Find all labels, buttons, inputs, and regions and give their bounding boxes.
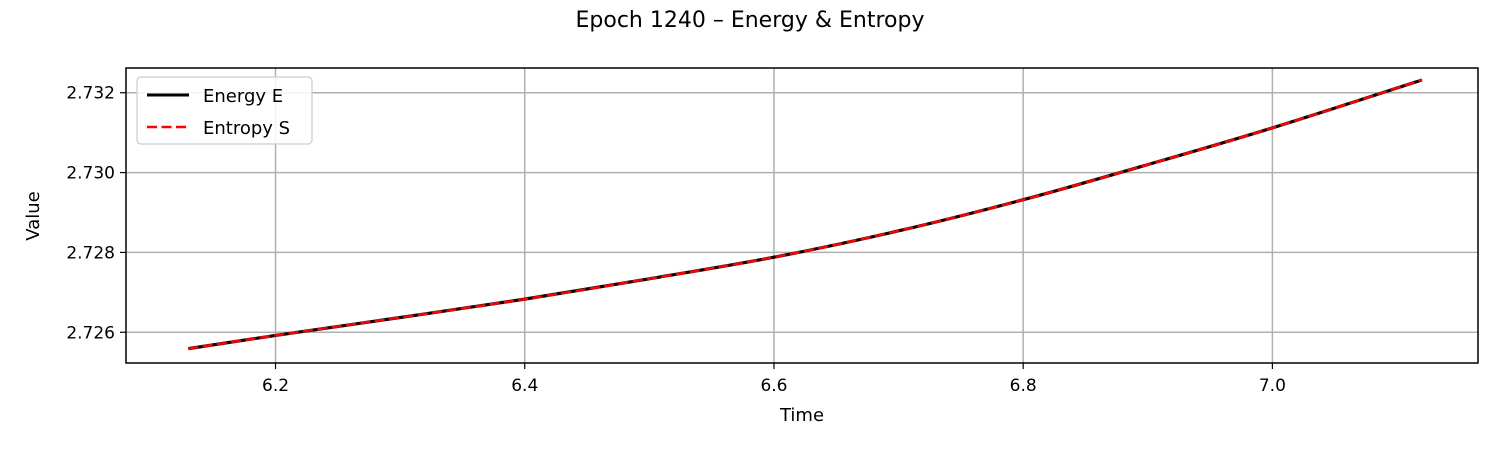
y-tick-label: 2.732	[66, 84, 115, 104]
y-axis-ticks: 2.726 2.728 2.730 2.732	[66, 84, 126, 343]
chart-title: Epoch 1240 – Energy & Entropy	[576, 8, 925, 33]
x-axis-label: Time	[779, 405, 824, 426]
series-line-1	[188, 78, 1423, 350]
y-tick-label: 2.728	[66, 243, 115, 263]
series-line-0	[188, 78, 1423, 351]
x-tick-label: 6.2	[262, 376, 289, 396]
x-tick-label: 6.4	[511, 376, 538, 396]
legend: Energy E Entropy S	[136, 76, 313, 145]
x-axis-ticks: 6.2 6.4 6.6 6.8 7.0	[262, 363, 1286, 396]
x-tick-label: 7.0	[1259, 376, 1286, 396]
legend-label-0: Energy E	[203, 86, 283, 107]
x-tick-label: 6.8	[1010, 376, 1037, 396]
plot-frame	[125, 67, 1479, 364]
y-axis-label: Value	[23, 191, 44, 240]
legend-label-1: Entropy S	[203, 118, 290, 139]
plot-series	[188, 78, 1423, 351]
y-tick-label: 2.726	[66, 323, 115, 343]
y-tick-label: 2.730	[66, 164, 115, 184]
x-tick-label: 6.6	[760, 376, 787, 396]
grid	[126, 68, 1478, 363]
